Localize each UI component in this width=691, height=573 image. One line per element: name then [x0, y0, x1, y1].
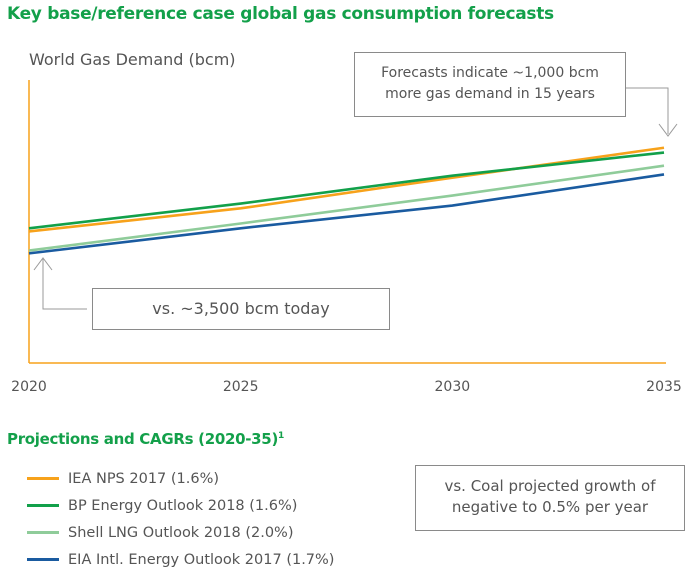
legend-item: BP Energy Outlook 2018 (1.6%)	[27, 492, 334, 519]
legend-item: IEA NPS 2017 (1.6%)	[27, 465, 334, 492]
today-arrow-head-icon	[33, 257, 53, 271]
forecast-callout-line1: Forecasts indicate ~1,000 bcm	[381, 65, 599, 81]
today-callout: vs. ~3,500 bcm today	[92, 288, 390, 330]
today-arrow-line	[42, 259, 87, 310]
legend-label: EIA Intl. Energy Outlook 2017 (1.7%)	[68, 551, 335, 568]
legend-item: Shell LNG Outlook 2018 (2.0%)	[27, 519, 334, 546]
series-line-1	[28, 151, 665, 230]
legend: IEA NPS 2017 (1.6%) BP Energy Outlook 201…	[27, 465, 334, 573]
legend-label: Shell LNG Outlook 2018 (2.0%)	[68, 524, 294, 541]
legend-swatch	[27, 477, 59, 480]
x-tick-label: 2035	[646, 379, 682, 395]
legend-label: IEA NPS 2017 (1.6%)	[68, 470, 220, 487]
line-chart: 2020 2025 2030 2035	[11, 80, 682, 395]
x-tick-label: 2025	[223, 379, 259, 395]
chart-title: Key base/reference case global gas consu…	[7, 4, 554, 24]
legend-swatch	[27, 531, 59, 534]
forecast-arrow-line	[626, 87, 669, 134]
footnote-marker: 1	[278, 431, 284, 441]
forecast-callout-line2: more gas demand in 15 years	[385, 86, 595, 102]
legend-label: BP Energy Outlook 2018 (1.6%)	[68, 497, 298, 514]
y-axis-label: World Gas Demand (bcm)	[29, 50, 236, 69]
series-line-3	[28, 173, 665, 255]
x-tick-label: 2030	[435, 379, 471, 395]
legend-title: Projections and CAGRs (2020-35)1	[7, 430, 284, 448]
forecast-arrow-head-icon	[658, 123, 678, 137]
series-line-2	[28, 164, 665, 252]
coal-callout-line2: negative to 0.5% per year	[451, 498, 649, 516]
x-tick-label: 2020	[11, 379, 47, 395]
forecast-callout: Forecasts indicate ~1,000 bcm more gas d…	[354, 52, 626, 117]
coal-callout: vs. Coal projected growth of negative to…	[415, 465, 685, 531]
legend-title-text: Projections and CAGRs (2020-35)	[7, 430, 278, 448]
series-line-0	[28, 146, 665, 233]
coal-callout-line1: vs. Coal projected growth of	[444, 477, 656, 495]
legend-swatch	[27, 504, 59, 507]
legend-swatch	[27, 558, 59, 561]
legend-item: EIA Intl. Energy Outlook 2017 (1.7%)	[27, 546, 334, 573]
